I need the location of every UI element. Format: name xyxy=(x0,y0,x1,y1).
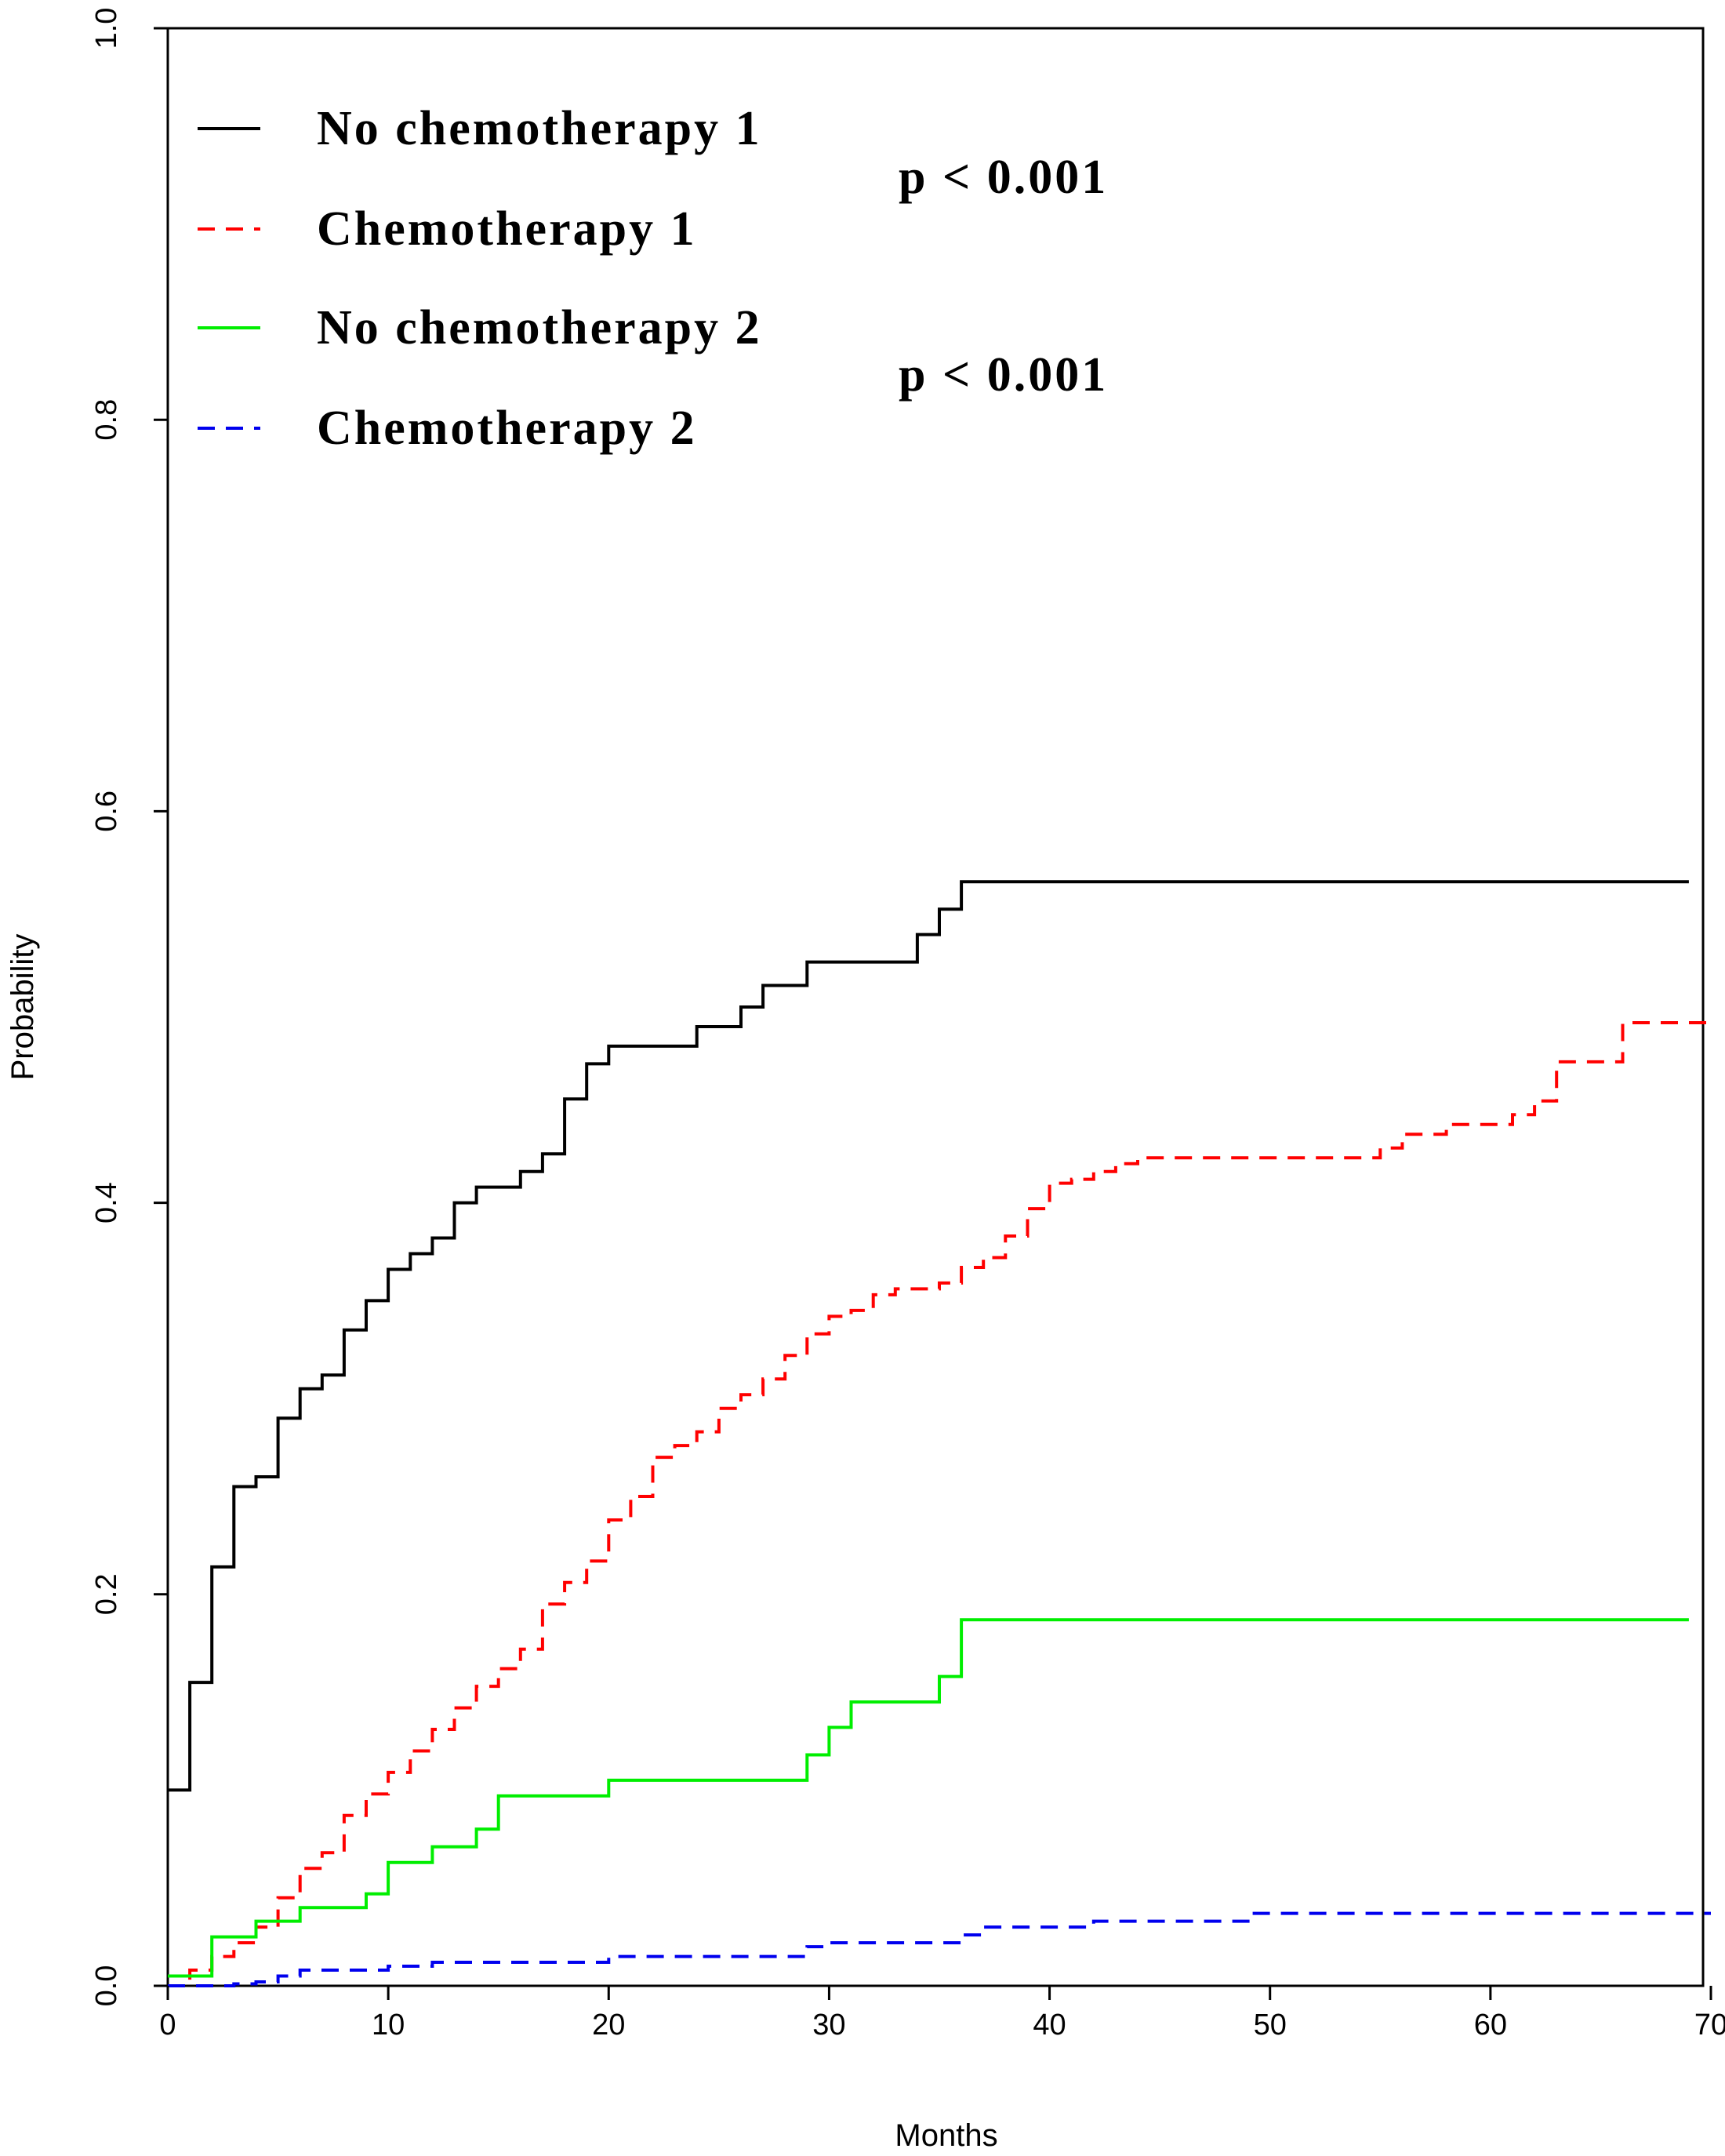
p-value-annotation-1: p < 0.001 xyxy=(899,151,1108,204)
x-tick-label-20: 20 xyxy=(592,2009,625,2041)
x-tick-label-40: 40 xyxy=(1033,2009,1066,2041)
y-tick-label-0.6: 0.6 xyxy=(90,791,123,832)
legend-label-no-chemotherapy-2: No chemotherapy 2 xyxy=(317,301,762,354)
legend-label-no-chemotherapy-1: No chemotherapy 1 xyxy=(317,102,762,155)
x-tick-label-60: 60 xyxy=(1474,2009,1507,2041)
series-line-chemotherapy-2 xyxy=(168,1911,1711,1987)
y-tick-label-0.0: 0.0 xyxy=(90,1965,123,2007)
y-axis: 0.0 0.2 0.4 0.6 0.8 1.0 xyxy=(90,8,168,2007)
y-tick-label-0.8: 0.8 xyxy=(90,399,123,441)
x-tick-label-0: 0 xyxy=(159,2009,176,2041)
p-value-annotation-2: p < 0.001 xyxy=(899,348,1108,402)
x-tick-label-50: 50 xyxy=(1254,2009,1287,2041)
series-line-chemotherapy-1 xyxy=(168,1021,1711,1987)
legend: No chemotherapy 1 Chemotherapy 1 No chem… xyxy=(198,102,762,455)
plot-frame xyxy=(166,27,1705,1987)
x-axis: 0 10 20 30 40 50 60 70 xyxy=(159,1986,1725,2041)
legend-label-chemotherapy-2: Chemotherapy 2 xyxy=(317,402,697,455)
y-tick-label-1.0: 1.0 xyxy=(90,8,123,49)
series-line-no-chemotherapy-1 xyxy=(168,880,1689,1792)
x-tick-label-70: 70 xyxy=(1694,2009,1725,2041)
legend-label-chemotherapy-1: Chemotherapy 1 xyxy=(317,202,697,256)
y-axis-label: Probability xyxy=(5,934,40,1081)
y-tick-label-0.2: 0.2 xyxy=(90,1573,123,1615)
series-layer xyxy=(168,880,1711,1987)
y-tick-label-0.4: 0.4 xyxy=(90,1182,123,1223)
x-tick-label-10: 10 xyxy=(372,2009,405,2041)
x-axis-label: Months xyxy=(895,2118,997,2153)
series-line-no-chemotherapy-2 xyxy=(168,1618,1689,1978)
x-tick-label-30: 30 xyxy=(812,2009,845,2041)
